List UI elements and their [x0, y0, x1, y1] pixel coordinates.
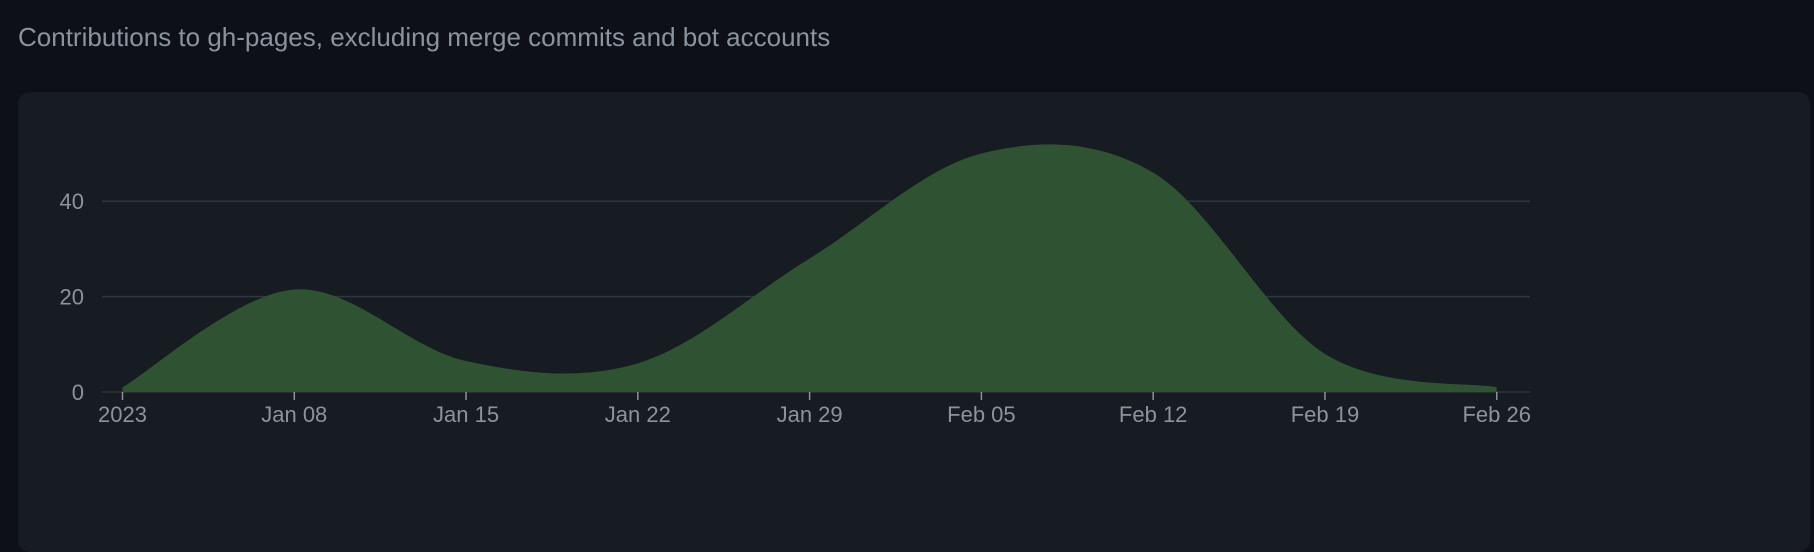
y-tick-label: 0 [72, 380, 84, 405]
x-tick-label: Jan 15 [433, 402, 499, 427]
contributions-area-chart: 0 20 40 2023 Jan 08 Jan 15 Jan 22 Jan 29 Feb 05 F… [60, 144, 1531, 427]
contributions-area [122, 144, 1497, 392]
x-tick-label: Jan 22 [605, 402, 671, 427]
x-tick-label: Feb 26 [1462, 402, 1531, 427]
x-tick-label: Feb 05 [947, 402, 1016, 427]
y-tick-label: 20 [60, 285, 84, 310]
x-tick-label: Jan 29 [777, 402, 843, 427]
x-tick-label: Feb 12 [1119, 402, 1188, 427]
chart-caption: Contributions to gh-pages, excluding mer… [18, 22, 831, 52]
x-tick-label: Jan 08 [261, 402, 327, 427]
y-tick-label: 40 [60, 189, 84, 214]
x-tick-label: 2023 [98, 402, 147, 427]
chart-panel: 0 20 40 2023 Jan 08 Jan 15 Jan 22 Jan 29 Feb 05 F… [18, 92, 1810, 552]
x-tick-label: Feb 19 [1291, 402, 1360, 427]
